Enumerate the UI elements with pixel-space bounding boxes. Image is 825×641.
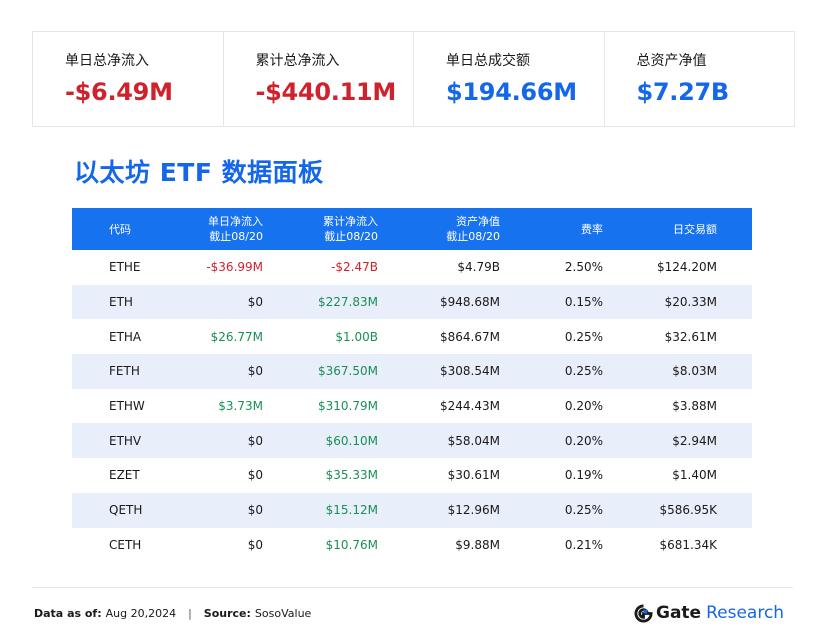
source-value: SosoValue bbox=[254, 607, 312, 620]
table-cell: $1.00B bbox=[335, 329, 378, 344]
table-cell: $864.67M bbox=[440, 329, 500, 344]
column-header: 单日净流入 截止08/20 bbox=[208, 215, 263, 243]
source-label: Source: bbox=[203, 607, 251, 620]
table-cell: $8.03M bbox=[672, 364, 717, 379]
summary-metric-label: 累计总净流入 bbox=[255, 53, 340, 69]
table-cell: 2.50% bbox=[564, 260, 603, 275]
etf-data-table: 代码 单日净流入 截止08/20 累计净流入 截止08/20 资产净值 截止08/20… bbox=[72, 208, 752, 562]
summary-metric: 总资产净值 $7.27B bbox=[605, 32, 795, 126]
table-body: ETHE -$36.99M -$2.47B $4.79B 2.50% $124.20M ET… bbox=[72, 250, 752, 562]
column-header: 资产净值 截止08/20 bbox=[446, 215, 500, 243]
table-cell: 0.19% bbox=[564, 468, 603, 483]
table-cell: $4.79B bbox=[457, 260, 500, 275]
table-cell: 0.20% bbox=[564, 399, 603, 414]
table-cell: $310.79M bbox=[318, 399, 378, 414]
summary-metric: 单日总净流入 -$6.49M bbox=[33, 32, 224, 126]
table-cell: -$2.47B bbox=[331, 260, 378, 275]
table-cell: $0 bbox=[247, 468, 263, 483]
ticker-cell: ETHE bbox=[109, 260, 141, 275]
table-cell: $244.43M bbox=[440, 399, 500, 414]
table-cell: $0 bbox=[247, 503, 263, 518]
table-cell: $15.12M bbox=[325, 503, 378, 518]
table-cell: 0.21% bbox=[564, 537, 603, 552]
table-row: QETH $0 $15.12M $12.96M 0.25% $586.95K bbox=[72, 492, 752, 528]
brand-sub: Research bbox=[706, 603, 785, 623]
table-row: ETHV $0 $60.10M $58.04M 0.20% $2.94M bbox=[72, 423, 752, 459]
table-cell: 0.20% bbox=[564, 433, 603, 448]
ticker-cell: EZET bbox=[109, 468, 140, 483]
table-cell: $0 bbox=[247, 295, 263, 310]
ticker-cell: ETH bbox=[109, 295, 133, 310]
table-cell: $10.76M bbox=[325, 537, 378, 552]
table-cell: 0.25% bbox=[564, 364, 603, 379]
table-row: ETHW $3.73M $310.79M $244.43M 0.20% $3.88M bbox=[72, 389, 752, 424]
table-cell: $12.96M bbox=[447, 503, 500, 518]
column-header: 代码 bbox=[109, 222, 131, 236]
page-title: 以太坊 ETF 数据面板 bbox=[74, 158, 324, 187]
table-row: ETH $0 $227.83M $948.68M 0.15% $20.33M bbox=[72, 284, 752, 320]
table-cell: $0 bbox=[247, 364, 263, 379]
table-cell: $586.95K bbox=[659, 503, 718, 518]
table-cell: 0.25% bbox=[564, 329, 603, 344]
table-row: ETHA $26.77M $1.00B $864.67M 0.25% $32.61M bbox=[72, 319, 752, 354]
footer-source: Data as of: Aug 20,2024 | Source: SosoVa… bbox=[34, 607, 311, 620]
table-cell: $0 bbox=[247, 433, 263, 448]
ticker-cell: ETHW bbox=[109, 399, 145, 414]
table-cell: $2.94M bbox=[672, 433, 717, 448]
date-label: Data as of: bbox=[34, 607, 102, 620]
table-cell: $30.61M bbox=[447, 468, 500, 483]
table-cell: -$36.99M bbox=[206, 260, 263, 275]
table-cell: $227.83M bbox=[318, 295, 378, 310]
table-cell: $9.88M bbox=[455, 537, 500, 552]
table-cell: $367.50M bbox=[318, 364, 378, 379]
summary-metric-label: 总资产净值 bbox=[636, 53, 707, 69]
summary-metric-value: $194.66M bbox=[446, 78, 577, 106]
summary-metric-label: 单日总净流入 bbox=[65, 53, 149, 69]
column-header: 累计净流入 截止08/20 bbox=[323, 215, 378, 243]
ticker-cell: CETH bbox=[109, 537, 142, 552]
table-cell: 0.15% bbox=[564, 295, 603, 310]
summary-metric-label: 单日总成交额 bbox=[446, 53, 530, 69]
footer-separator: | bbox=[188, 607, 192, 620]
table-cell: $3.88M bbox=[672, 399, 717, 414]
summary-metric-value: -$440.11M bbox=[255, 78, 397, 106]
column-header: 日交易额 bbox=[673, 222, 717, 236]
table-cell: $35.33M bbox=[325, 468, 378, 483]
date-value: Aug 20,2024 bbox=[105, 607, 177, 620]
table-cell: $32.61M bbox=[664, 329, 717, 344]
gate-logo-icon bbox=[634, 603, 653, 622]
table-cell: $124.20M bbox=[657, 260, 717, 275]
summary-metric: 累计总净流入 -$440.11M bbox=[224, 32, 414, 126]
table-cell: $26.77M bbox=[210, 329, 263, 344]
table-cell: $20.33M bbox=[664, 295, 717, 310]
table-cell: $681.34K bbox=[659, 537, 718, 552]
table-row: CETH $0 $10.76M $9.88M 0.21% $681.34K bbox=[72, 528, 752, 563]
table-cell: $1.40M bbox=[672, 468, 717, 483]
brand: Gate Research bbox=[634, 603, 784, 623]
summary-panel: 单日总净流入 -$6.49M 累计总净流入 -$440.11M 单日总成交额 $194.6… bbox=[32, 31, 795, 127]
summary-metric: 单日总成交额 $194.66M bbox=[414, 32, 605, 126]
summary-metric-value: $7.27B bbox=[636, 78, 730, 106]
summary-metric-value: -$6.49M bbox=[65, 78, 173, 106]
table-cell: $308.54M bbox=[440, 364, 500, 379]
ticker-cell: QETH bbox=[109, 503, 143, 518]
table-row: EZET $0 $35.33M $30.61M 0.19% $1.40M bbox=[72, 458, 752, 493]
brand-name: Gate bbox=[656, 603, 702, 623]
ticker-cell: FETH bbox=[109, 364, 140, 379]
table-row: ETHE -$36.99M -$2.47B $4.79B 2.50% $124.20M bbox=[72, 250, 752, 285]
table-cell: $3.73M bbox=[218, 399, 263, 414]
table-row: FETH $0 $367.50M $308.54M 0.25% $8.03M bbox=[72, 354, 752, 389]
table-cell: 0.25% bbox=[564, 503, 603, 518]
ticker-cell: ETHV bbox=[109, 433, 142, 448]
table-cell: $948.68M bbox=[440, 295, 500, 310]
footer-divider bbox=[32, 587, 793, 588]
column-header: 费率 bbox=[581, 222, 603, 236]
table-cell: $0 bbox=[247, 537, 263, 552]
table-cell: $58.04M bbox=[447, 433, 500, 448]
ticker-cell: ETHA bbox=[109, 329, 142, 344]
table-cell: $60.10M bbox=[325, 433, 378, 448]
table-header: 代码 单日净流入 截止08/20 累计净流入 截止08/20 资产净值 截止08/20… bbox=[72, 208, 752, 250]
